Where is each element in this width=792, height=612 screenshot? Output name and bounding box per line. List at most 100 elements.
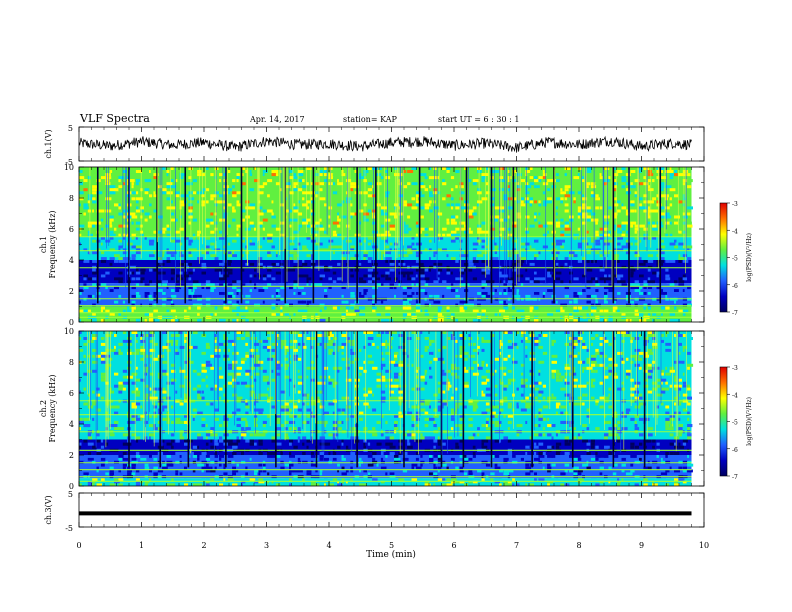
psd-cell <box>170 200 173 204</box>
psd-cell <box>341 292 346 295</box>
psd-cell <box>534 215 536 219</box>
psd-cell <box>341 300 348 304</box>
psd-cell <box>442 294 445 298</box>
psd-cell <box>363 348 366 352</box>
psd-cell <box>468 230 474 234</box>
psd-cell <box>245 331 252 334</box>
psd-cell <box>153 372 160 376</box>
psd-cell <box>83 188 88 192</box>
psd-cell <box>420 381 425 385</box>
psd-cell <box>529 262 535 266</box>
psd-cell <box>109 274 112 278</box>
psd-cell <box>442 212 448 216</box>
psd-cell <box>79 331 82 334</box>
psd-cell <box>687 251 691 255</box>
psd-cell <box>114 286 119 290</box>
psd-cell <box>363 167 366 170</box>
psd-cell <box>582 366 589 370</box>
psd-cell <box>625 309 631 313</box>
psd-cell <box>280 309 283 313</box>
psd-cell <box>289 236 295 240</box>
psd-cell <box>275 280 279 284</box>
psd-cell <box>494 262 500 266</box>
psd-cell <box>595 230 599 234</box>
psd-cell <box>205 280 211 284</box>
psd-cell <box>87 309 91 313</box>
psd-cell <box>227 372 233 376</box>
psd-cell <box>429 191 433 195</box>
psd-cell <box>604 179 610 183</box>
psd-cell <box>297 179 303 183</box>
psd-cell <box>372 221 376 225</box>
psd-cell <box>652 342 658 346</box>
psd-cell <box>687 331 692 334</box>
psd-cell <box>490 280 495 284</box>
psd-cell <box>184 360 189 364</box>
psd-cell <box>275 182 280 186</box>
y-tick-label: -5 <box>65 158 73 167</box>
psd-cell <box>442 176 446 180</box>
psd-cell <box>297 369 300 373</box>
psd-cell <box>293 357 298 361</box>
psd-cell <box>429 300 435 304</box>
psd-cell <box>372 286 378 290</box>
psd-cell <box>385 366 389 370</box>
psd-cell <box>612 236 619 240</box>
psd-cell <box>555 224 561 228</box>
psd-cell <box>643 286 647 290</box>
psd-cell <box>547 268 551 272</box>
psd-cell <box>481 312 485 316</box>
psd-cell <box>149 342 155 346</box>
psd-cell <box>573 366 576 370</box>
psd-cell <box>643 339 649 343</box>
psd-cell <box>687 312 690 316</box>
psd-cell <box>337 233 342 237</box>
psd-cell <box>319 274 325 278</box>
psd-cell <box>127 191 133 195</box>
psd-cell <box>293 251 297 255</box>
psd-cell <box>262 236 265 240</box>
psd-cell <box>341 185 345 189</box>
psd-cell <box>398 254 402 258</box>
psd-cell <box>687 366 690 370</box>
psd-cell <box>153 173 159 177</box>
psd-cell <box>258 191 264 195</box>
psd-cell <box>538 203 542 207</box>
psd-cell <box>634 312 640 316</box>
psd-cell <box>328 342 334 346</box>
psd-cell <box>179 294 184 298</box>
psd-cell <box>516 191 521 195</box>
psd-cell <box>499 351 502 355</box>
psd-cell <box>135 306 142 310</box>
psd-cell <box>687 179 693 183</box>
psd-cell <box>372 303 375 307</box>
psd-cell <box>394 354 398 358</box>
psd-cell <box>380 331 385 334</box>
psd-cell <box>499 245 503 249</box>
psd-cell <box>599 348 604 352</box>
psd-cell <box>547 312 554 316</box>
psd-cell <box>166 366 173 370</box>
psd-cell <box>149 354 152 358</box>
psd-cell <box>582 289 586 292</box>
psd-cell <box>162 384 168 388</box>
psd-cell <box>245 339 252 343</box>
psd-cell <box>297 351 304 355</box>
psd-cell <box>79 242 81 246</box>
psd-cell <box>415 312 420 316</box>
psd-cell <box>525 197 529 201</box>
psd-cell <box>232 351 238 355</box>
psd-cell <box>267 233 273 237</box>
psd-cell <box>363 360 366 364</box>
psd-cell <box>262 345 269 349</box>
psd-cell <box>468 239 475 243</box>
psd-cell <box>516 331 520 334</box>
psd-cell <box>267 212 273 216</box>
psd-cell <box>494 194 499 198</box>
psd-cell <box>472 294 478 298</box>
psd-cell <box>634 236 638 240</box>
y-tick-label: 2 <box>69 287 74 296</box>
psd-cell <box>490 188 496 192</box>
psd-cell <box>450 257 456 260</box>
y-tick-label: 0 <box>69 318 74 327</box>
